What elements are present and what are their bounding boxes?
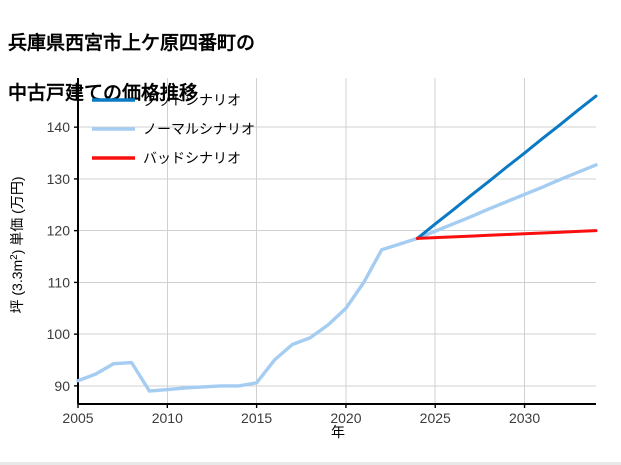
data-series-group [76,94,598,393]
y-tick-label-140: 140 [47,119,71,135]
bottom-divider [0,462,621,465]
legend-label-1: ノーマルシナリオ [143,121,255,137]
y-tick-label-130: 130 [47,171,71,187]
chart-title: 兵庫県西宮市上ケ原四番町の 中古戸建ての価格推移 [8,6,468,131]
chart-title-line-1: 兵庫県西宮市上ケ原四番町の [8,33,256,55]
y-axis-tick-labels: 90 100 110 120 130 140 [47,119,71,394]
x-axis-title: 年 [331,424,345,440]
y-axis-title: 坪 (3.3m2) 単価 (万円) [9,176,26,313]
y-axis-title-part-1: 坪 (3.3m [9,260,25,314]
x-tick-label-2020: 2020 [330,410,361,426]
series-line-normal [76,163,598,393]
y-tick-label-90: 90 [54,378,70,394]
y-gridlines [78,126,596,387]
legend-label-2: バッドシナリオ [143,150,241,166]
y-tick-label-100: 100 [47,326,71,342]
x-tick-label-2030: 2030 [509,410,540,426]
y-tick-label-110: 110 [48,274,71,290]
x-axis-tick-labels: 2005 2010 2015 2020 2025 2030 [62,410,540,426]
x-tick-label-2015: 2015 [241,410,272,426]
series-line-bad [415,229,598,240]
series-line-good [415,94,598,240]
x-tick-label-2005: 2005 [62,410,93,426]
y-tick-label-120: 120 [47,223,71,239]
legend-label-0: グッドシナリオ [143,92,241,108]
y-axis-title-superscript: 2 [9,254,20,260]
x-tick-label-2010: 2010 [152,410,183,426]
y-axis-title-part-2: ) 単価 (万円) [9,176,25,254]
x-tick-label-2025: 2025 [420,410,451,426]
chart-title-line-2: 中古戸建ての価格推移 [8,83,199,105]
